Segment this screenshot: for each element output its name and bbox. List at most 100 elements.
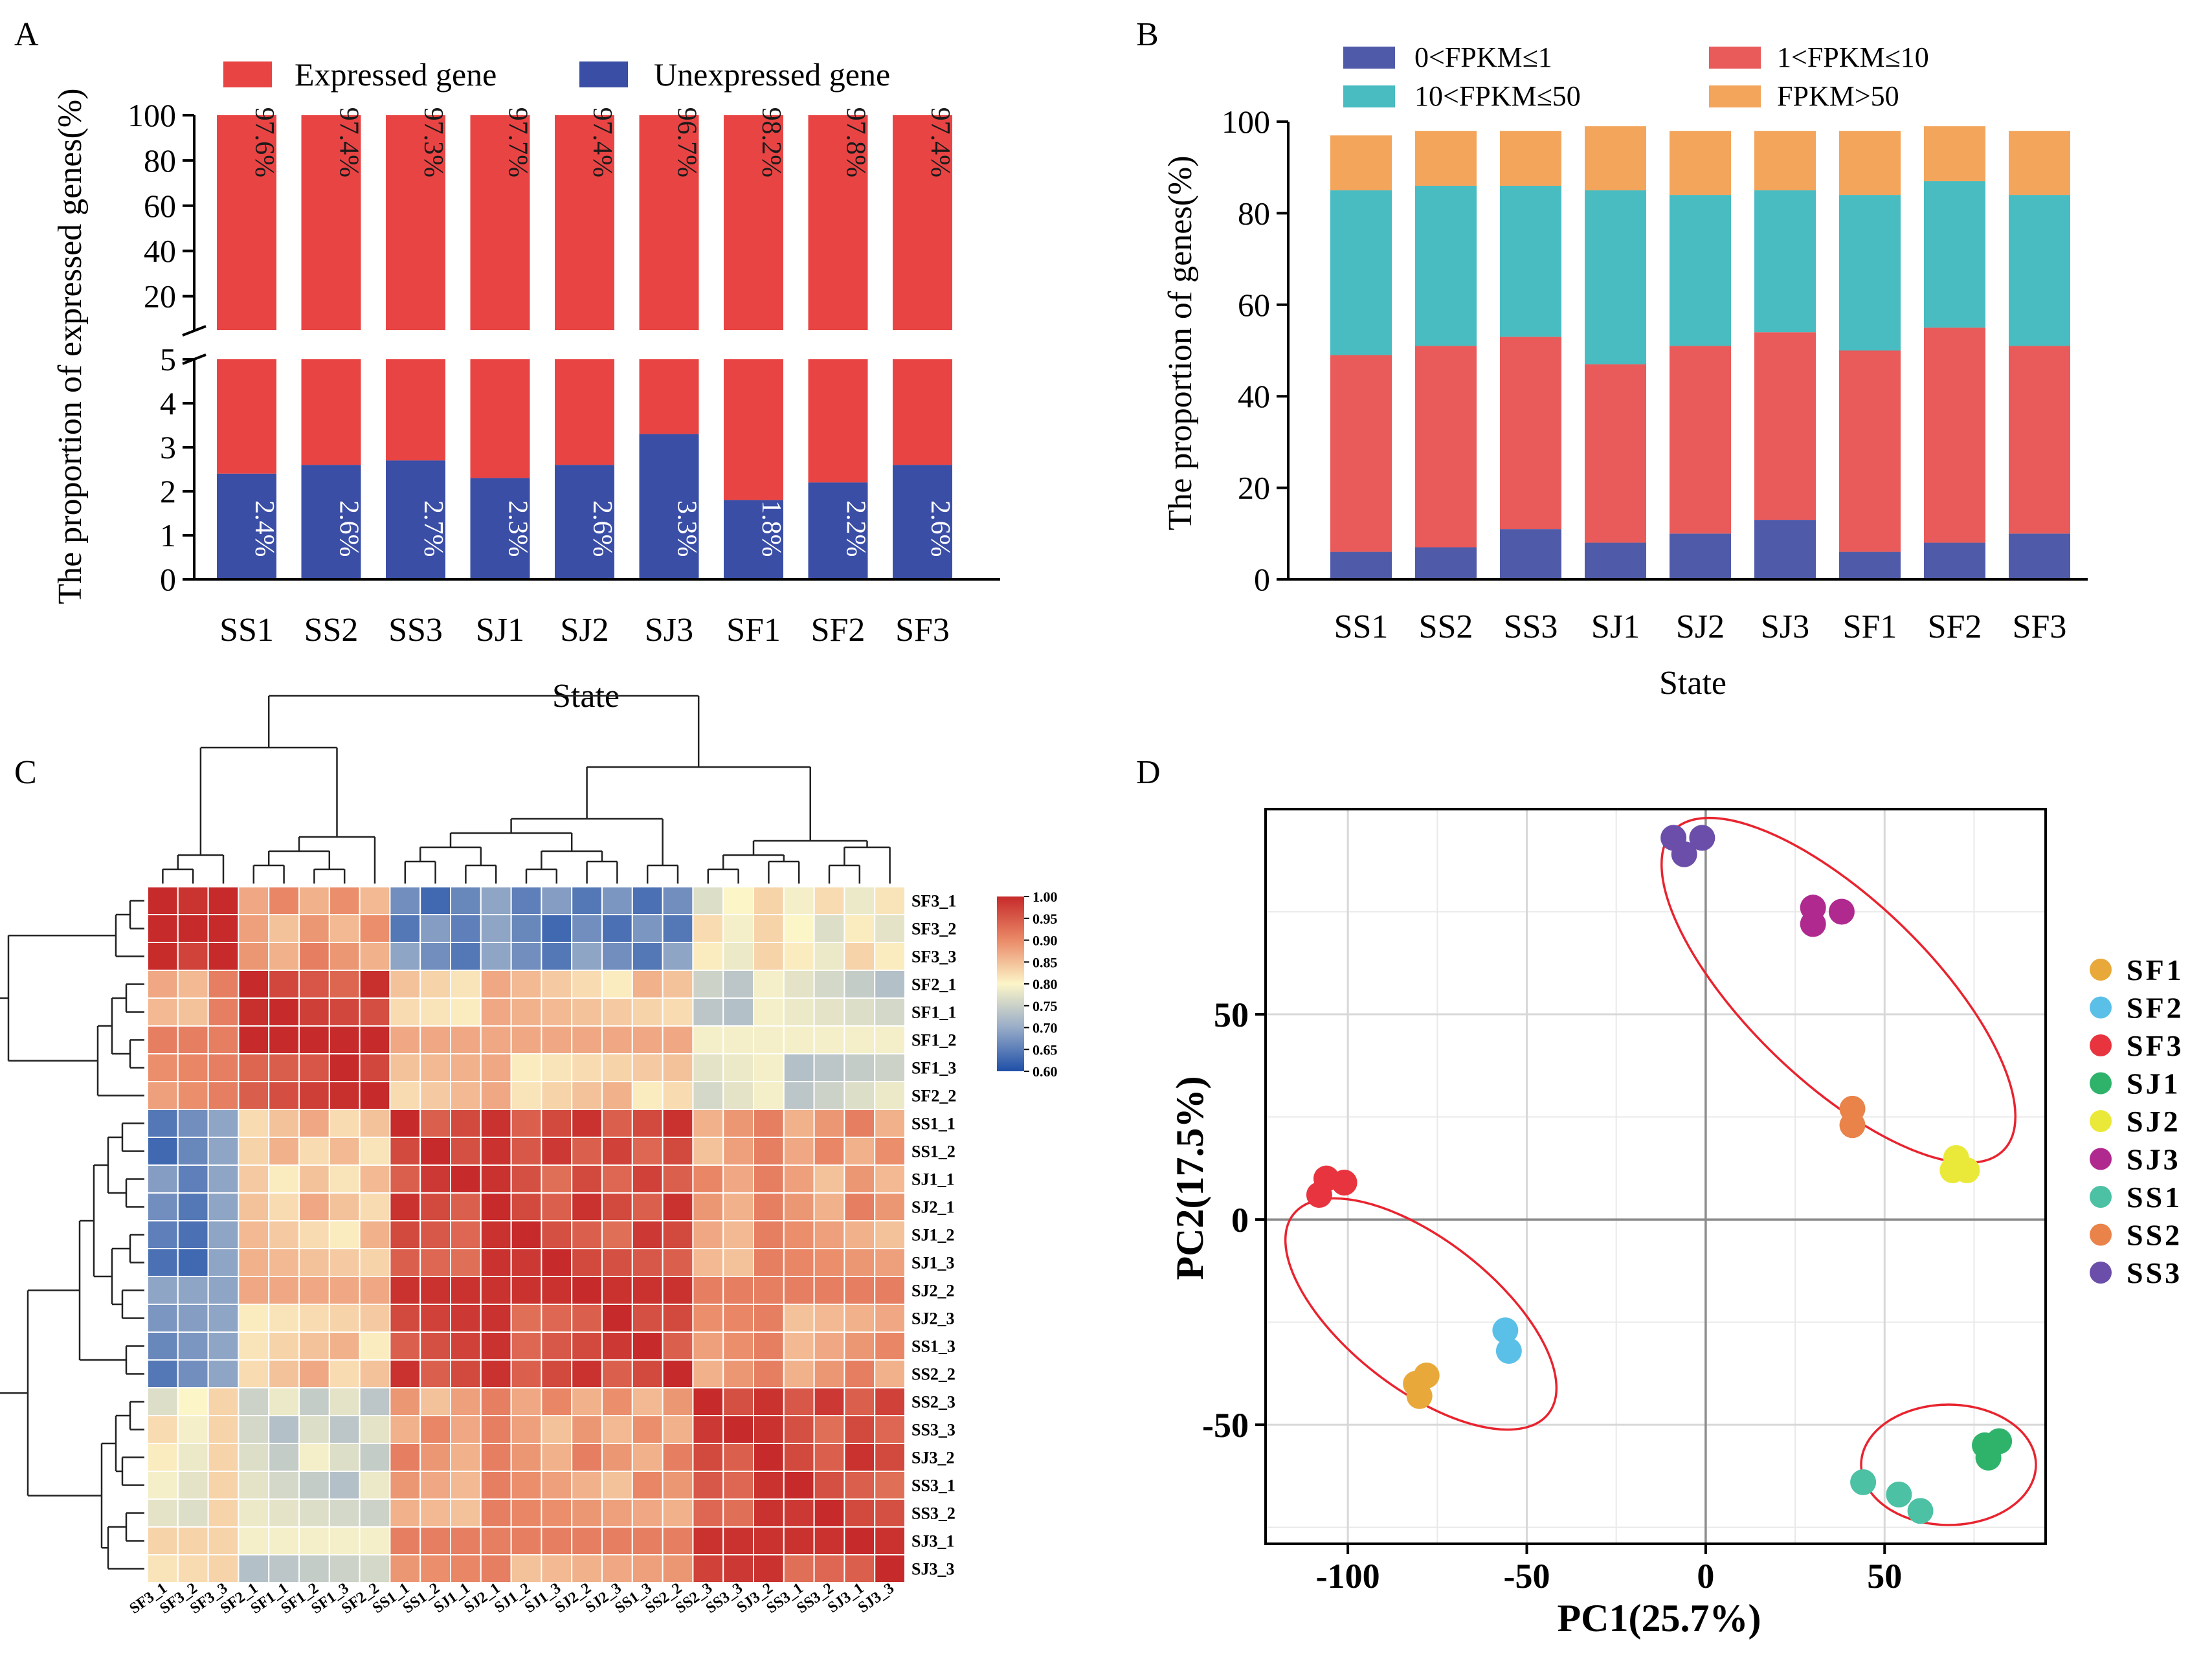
b-bar-SJ2-series-2 [1670,195,1731,346]
c-cell-SF2_2-SF2_1 [238,1081,270,1110]
c-cell-SJ3_1-SJ1_2 [510,1526,542,1555]
c-cell-SF3_1-SJ2_3 [601,886,633,915]
c-cell-SF3_2-SJ3_2 [753,914,785,943]
c-cell-SJ2_3-SJ2_2 [571,1304,603,1333]
d-ticks: -100 -50 0 50 -50 0 50 [1202,996,1902,1596]
d-point-SS1-3 [1907,1498,1934,1524]
a-label-unexpressed-SS3: 2.7% [418,500,448,557]
c-cell-SF1_1-SF3_3 [207,997,240,1027]
c-cell-SF3_2-SS3_2 [813,914,845,943]
c-cell-SJ1_3-SJ1_2 [510,1248,542,1277]
c-cell-SS1_1-SS2_3 [692,1109,724,1138]
c-cell-SS1_2-SS2_2 [662,1137,694,1166]
c-cell-SJ1_2-SJ3_2 [753,1220,785,1249]
c-cell-SJ3_1-SJ3_1 [843,1526,876,1555]
a-bar-expressed-upper-SJ2 [555,115,614,330]
d-point-SF3-2 [1331,1170,1357,1196]
d-legend-label-SS1: SS1 [2127,1181,2182,1214]
c-cell-SJ1_1-SS2_2 [662,1164,694,1194]
c-cell-SJ3_1-SS3_2 [813,1526,845,1555]
c-cell-SS3_3-SJ1_2 [510,1415,542,1444]
panel-d-pca-scatter: D -100 -50 0 50 -50 0 50 PC1(25.7%) PC2(17.5%)… [1136,754,2182,1640]
panel-b-bars [1330,126,2070,579]
c-cell-SS3_2-SS2_3 [692,1498,724,1528]
c-cell-SS3_3-SJ1_3 [541,1415,573,1444]
c-cell-SS2_2-SS2_2 [662,1359,694,1388]
c-cell-SJ3_2-SS1_3 [631,1443,664,1472]
c-cell-SS2_2-SJ1_2 [510,1359,542,1388]
a-bar-expressed-lower-SJ3 [639,359,699,434]
c-cell-SS3_2-SF1_1 [268,1498,300,1528]
c-cell-SS1_1-SF3_2 [177,1109,209,1138]
c-cell-SS2_2-SS3_1 [783,1359,815,1388]
c-cell-SF1_3-SS2_3 [692,1053,724,1082]
legend-label-expressed: Expressed gene [295,56,497,93]
c-row-label-SF3_2: SF3_2 [911,920,956,939]
b-bar-SS3-series-0 [1500,529,1561,579]
c-cell-SF2_1-SJ2_2 [571,970,603,999]
c-cell-SF2_2-SJ1_3 [541,1081,573,1110]
c-cell-SF3_1-SJ3_3 [874,886,906,915]
c-cell-SJ1_2-SF3_2 [177,1220,209,1249]
a-bar-expressed-upper-SJ1 [470,115,530,330]
c-cell-SJ2_2-SJ3_3 [874,1276,906,1305]
d-legend-label-SS2: SS2 [2127,1219,2182,1252]
c-cell-SF2_2-SJ3_2 [753,1081,785,1110]
c-cell-SJ3_3-SJ3_1 [843,1554,876,1583]
c-row-label-SS1_3: SS1_3 [911,1337,955,1356]
c-cell-SS2_3-SS1_3 [631,1387,664,1416]
b-bar-SF2-series-0 [1924,542,1985,579]
c-cell-SF1_1-SF1_1 [268,997,300,1027]
c-cell-SJ1_1-SF2_2 [359,1164,391,1194]
legend-swatch-unexpressed [579,61,628,87]
c-cbar-tick-label-0.85: 0.85 [1033,954,1058,970]
c-cell-SS2_3-SJ2_3 [601,1387,633,1416]
c-cell-SJ3_2-SF1_3 [328,1443,361,1472]
c-cell-SS1_1-SF3_3 [207,1109,240,1138]
legend-label-fpkm-50: FPKM>50 [1777,80,1899,112]
c-cell-SJ2_1-SF1_1 [268,1192,300,1221]
c-cell-SS1_1-SS1_2 [419,1109,452,1138]
c-cell-SS1_3-SF2_2 [359,1331,391,1361]
c-cell-SJ2_3-SF1_1 [268,1304,300,1333]
c-cell-SS1_2-SJ2_1 [480,1137,512,1166]
c-cell-SJ2_3-SF1_2 [298,1304,330,1333]
a-label-expressed-SJ1: 97.7% [503,107,533,177]
c-cell-SF1_1-SS3_3 [722,997,754,1027]
c-cell-SS3_2-SJ2_3 [601,1498,633,1528]
c-cell-SJ1_1-SJ3_2 [753,1164,785,1194]
c-cell-SJ3_2-SJ1_3 [541,1443,573,1472]
a-label-unexpressed-SS1: 2.4% [249,500,279,557]
a-label-expressed-SS1: 97.6% [249,107,279,177]
c-cell-SF2_1-SJ1_3 [541,970,573,999]
c-cell-SS1_2-SS3_3 [722,1137,754,1166]
b-bar-SJ1-series-2 [1585,190,1646,364]
c-cell-SF1_2-SS3_2 [813,1025,845,1054]
c-cell-SF1_2-SJ2_1 [480,1025,512,1054]
c-cell-SF2_2-SS2_3 [692,1081,724,1110]
c-cell-SF2_2-SF2_2 [359,1081,391,1110]
c-cell-SF2_2-SF1_1 [268,1081,300,1110]
c-cell-SF1_3-SJ2_3 [601,1053,633,1082]
a-category-SJ3: SJ3 [645,612,693,649]
c-cell-SS3_3-SJ2_2 [571,1415,603,1444]
b-y-axis-title: The proportion of genes(%) [1162,155,1199,530]
c-cell-SS1_3-SS3_3 [722,1331,754,1361]
c-cell-SS2_2-SJ2_1 [480,1359,512,1388]
a-y-axis-title: The proportion of expressed genes(%) [52,88,89,604]
c-cell-SF3_1-SF3_1 [147,886,179,915]
c-cell-SS1_1-SJ1_1 [450,1109,482,1138]
c-cell-SS1_1-SJ2_1 [480,1109,512,1138]
a-category-SF3: SF3 [895,612,950,649]
c-cell-SF3_1-SJ2_2 [571,886,603,915]
c-cell-SJ2_3-SF1_3 [328,1304,361,1333]
c-cell-SJ3_1-SF2_2 [359,1526,391,1555]
c-cell-SS3_1-SS2_3 [692,1471,724,1500]
b-bar-SS2-series-0 [1415,547,1477,579]
c-cbar-tick-label-0.90: 0.90 [1033,933,1058,949]
c-cell-SJ1_3-SS3_1 [783,1248,815,1277]
b-bar-SJ3-series-3 [1754,131,1816,191]
c-cell-SF3_1-SF2_2 [359,886,391,915]
c-cell-SJ2_2-SF3_3 [207,1276,240,1305]
c-cell-SS1_1-SJ1_3 [541,1109,573,1138]
